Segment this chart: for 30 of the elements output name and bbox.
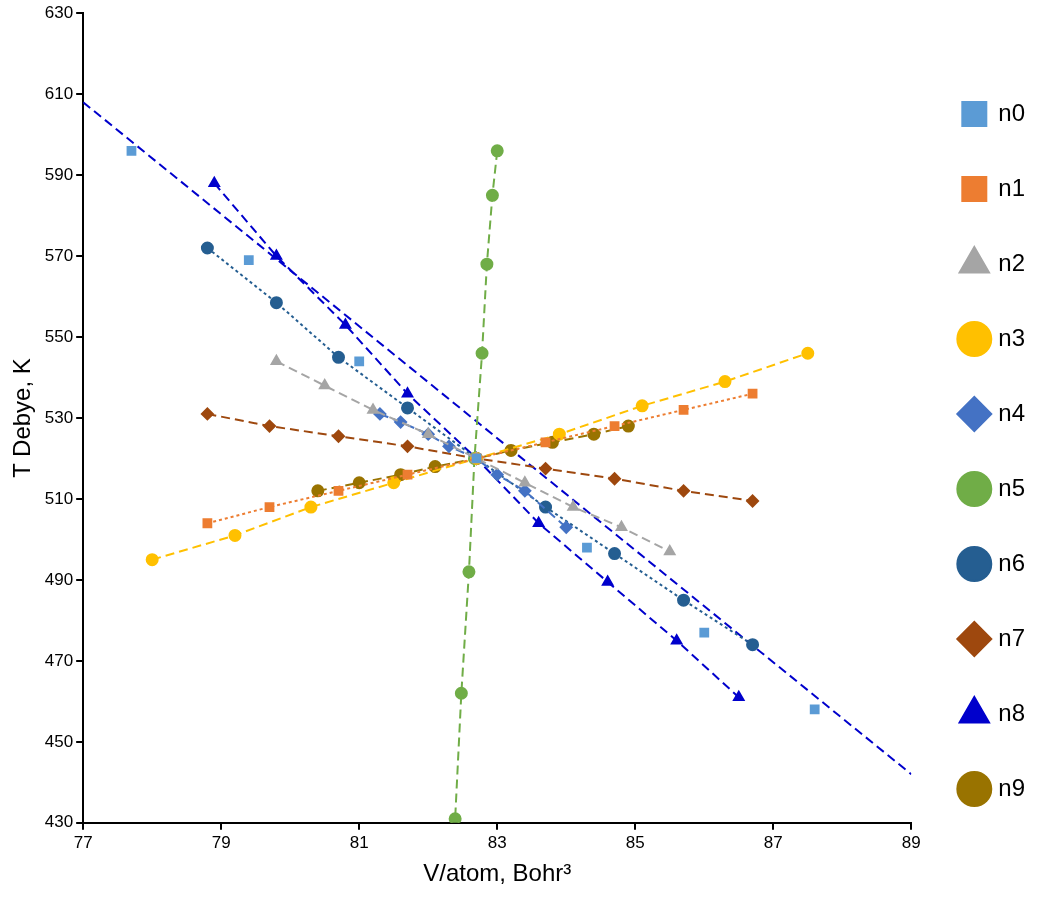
legend-label: n0 — [998, 98, 1026, 126]
legend-label: n3 — [998, 323, 1026, 351]
x-tick-label: 77 — [73, 832, 93, 852]
x-tick-label: 85 — [625, 832, 645, 852]
y-tick-label: 450 — [44, 731, 74, 751]
x-tick-label: 89 — [901, 832, 921, 852]
legend-label: n2 — [998, 248, 1026, 276]
legend-label: n8 — [998, 698, 1026, 726]
y-tick-label: 430 — [44, 812, 74, 832]
x-tick-label: 87 — [763, 832, 783, 852]
legend-label: n6 — [998, 548, 1026, 576]
y-tick-label: 550 — [44, 326, 74, 346]
y-tick-label: 490 — [44, 569, 74, 589]
x-tick-label: 81 — [349, 832, 369, 852]
legend-label: n1 — [998, 173, 1026, 201]
y-tick-label: 590 — [44, 164, 74, 184]
y-tick-label: 470 — [44, 650, 74, 670]
y-tick-label: 530 — [44, 407, 74, 427]
legend-label: n9 — [998, 773, 1026, 801]
legend-label: n5 — [998, 473, 1026, 501]
y-tick-label: 510 — [44, 488, 74, 508]
y-tick-label: 610 — [44, 83, 74, 103]
y-tick-label: 630 — [44, 2, 74, 22]
legend-label: n4 — [998, 398, 1026, 426]
legend-label: n7 — [998, 623, 1026, 651]
y-tick-label: 570 — [44, 245, 74, 265]
x-axis-title: V/atom, Bohr³ — [423, 859, 572, 887]
y-axis-title: T Debye, K — [8, 358, 36, 478]
x-tick-label: 83 — [487, 832, 507, 852]
x-tick-label: 79 — [211, 832, 231, 852]
